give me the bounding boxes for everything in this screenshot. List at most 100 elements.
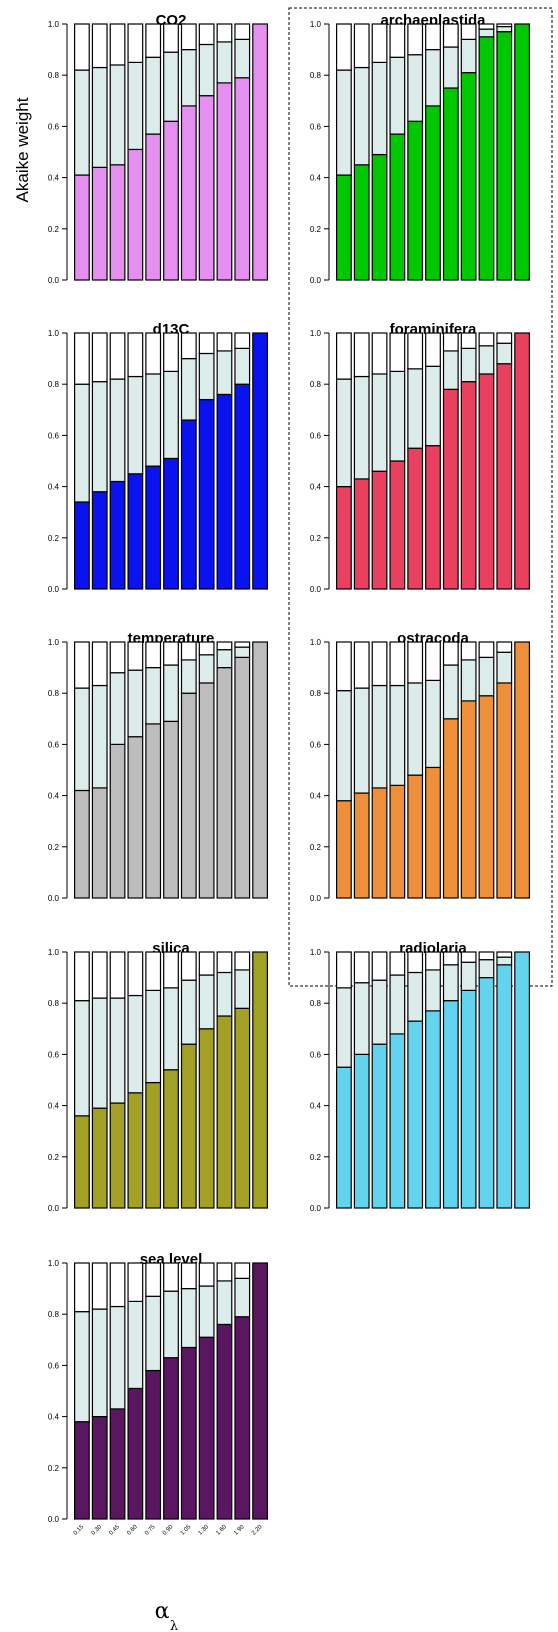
bar-segment: [216, 393, 233, 590]
bar-segment: [198, 332, 215, 355]
bar-segment: [145, 23, 162, 58]
bar-segment: [353, 478, 370, 590]
bar-segment: [496, 956, 513, 966]
bar-segment: [371, 332, 388, 375]
bar-segment: [109, 743, 126, 899]
bar-segment: [145, 56, 162, 135]
y-tick-label: 0.2: [310, 225, 322, 234]
y-tick-label: 1.0: [310, 638, 322, 647]
bar-segment: [163, 370, 179, 460]
bar-segment: [336, 174, 352, 281]
bar-segment: [234, 656, 251, 899]
y-tick-label: 0.4: [310, 174, 322, 183]
bar-segment: [109, 641, 126, 674]
bar-segment: [145, 641, 162, 669]
bar-segment: [91, 23, 108, 69]
y-tick-label: 0.8: [48, 689, 60, 698]
bar-segment: [442, 350, 459, 390]
y-tick-label: 0.4: [310, 1102, 322, 1111]
bar-segment: [109, 1408, 126, 1520]
bar-segment: [460, 989, 477, 1209]
bar-segment: [353, 1053, 370, 1209]
y-tick-label: 0.4: [48, 1413, 60, 1422]
bar-segment: [180, 641, 197, 661]
x-tick-label: 1.30: [198, 1524, 211, 1537]
bar-segment: [425, 766, 441, 899]
bar-segment: [389, 951, 406, 976]
bar-segment: [216, 1015, 233, 1209]
y-tick-label: 0.0: [310, 585, 322, 594]
bar-segment: [73, 332, 90, 385]
bar-segment: [109, 997, 126, 1104]
bar-segment: [73, 1262, 90, 1313]
x-tick-label: 1.05: [180, 1524, 193, 1537]
y-tick-label: 0.6: [48, 122, 60, 131]
bar-segment: [180, 23, 197, 51]
bar-segment: [460, 381, 477, 590]
y-tick-label: 0.4: [48, 483, 60, 492]
x-tick-label: 0.15: [73, 1524, 86, 1537]
bar-segment: [180, 692, 197, 899]
bar-segment: [216, 971, 233, 1017]
bar-segment: [496, 23, 513, 28]
bar-segment: [145, 465, 162, 590]
bar-segment: [442, 332, 459, 352]
y-tick-label: 1.0: [48, 1259, 60, 1268]
y-tick-label: 0.6: [310, 740, 322, 749]
bar-segment: [460, 700, 477, 899]
bar-segment: [91, 1107, 108, 1209]
bar-segment: [145, 1081, 162, 1209]
bar-segment: [127, 473, 144, 590]
bar-segment: [407, 971, 424, 1022]
y-tick-label: 0.4: [48, 792, 60, 801]
bar-segment: [198, 352, 215, 401]
y-tick-label: 0.8: [48, 71, 60, 80]
bar-segment: [496, 682, 513, 899]
bar-segment: [127, 375, 144, 475]
bar-segment: [163, 23, 179, 53]
bar-segment: [514, 23, 530, 281]
bar-segment: [180, 1287, 197, 1349]
bar-segment: [73, 69, 90, 176]
bar-segment: [145, 951, 162, 992]
bar-segment: [180, 951, 197, 981]
bar-segment: [336, 800, 352, 899]
bar-segment: [234, 383, 251, 590]
bar-segment: [336, 378, 352, 488]
bar-segment: [91, 787, 108, 899]
bar-segment: [234, 347, 251, 385]
bar-segment: [198, 682, 215, 899]
bar-segment: [336, 951, 352, 989]
bar-segment: [127, 1092, 144, 1209]
bar-segment: [91, 66, 108, 168]
panel: silica 0.0 0.2 0.4 0.6 0.8 1.0: [48, 940, 268, 1213]
bar-segment: [442, 964, 459, 1002]
bar-segment: [109, 64, 126, 166]
bar-segment: [234, 641, 251, 648]
bar-segment: [389, 784, 406, 899]
bar-segment: [353, 332, 370, 378]
bar-segment: [407, 774, 424, 899]
bar-segment: [496, 651, 513, 684]
y-tick-label: 0.6: [48, 1050, 60, 1059]
bar-segment: [91, 166, 108, 281]
y-tick-label: 0.0: [48, 1515, 60, 1524]
bar-segment: [163, 641, 179, 666]
y-tick-label: 0.6: [310, 122, 322, 131]
bar-segment: [145, 1295, 162, 1372]
bar-segment: [198, 43, 215, 97]
bar-segment: [127, 994, 144, 1094]
bar-segment: [198, 398, 215, 590]
bar-segment: [91, 1308, 108, 1418]
bar-segment: [73, 1421, 90, 1520]
bar-segment: [389, 133, 406, 281]
y-tick-label: 0.6: [48, 1361, 60, 1370]
panel-title: d13C: [153, 321, 190, 338]
y-tick-label: 0.4: [48, 1102, 60, 1111]
bar-segment: [514, 332, 530, 590]
bar-segment: [91, 951, 108, 999]
bar-segment: [234, 951, 251, 971]
